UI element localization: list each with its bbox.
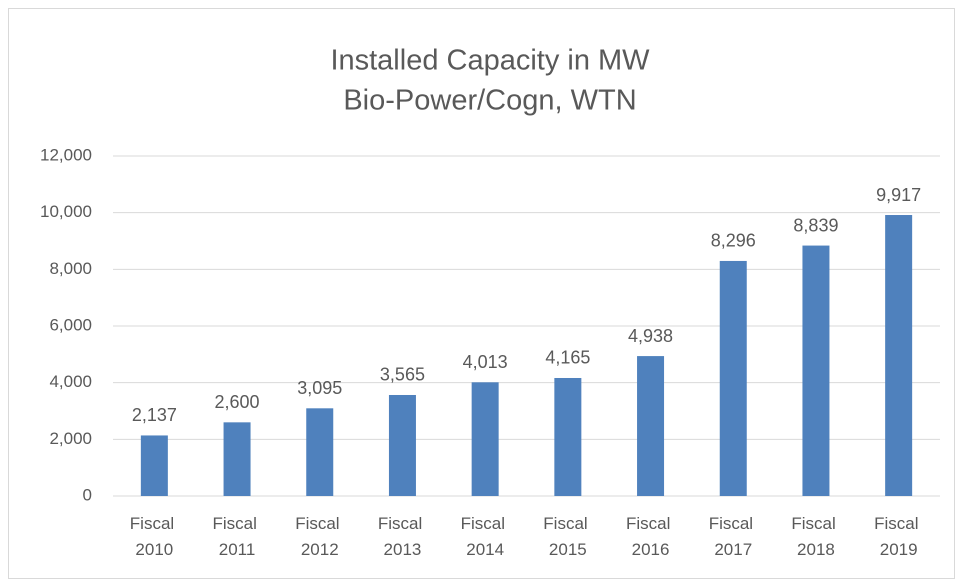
x-tick-label: Fiscal 2013 [378,514,427,559]
y-tick-label: 8,000 [49,259,92,278]
bar [554,377,582,496]
x-tick-label: Fiscal 2015 [543,514,592,559]
y-tick-label: 0 [83,485,92,504]
bar [719,260,747,496]
y-tick-label: 6,000 [49,315,92,334]
data-label: 2,600 [215,392,260,412]
x-tick-label: Fiscal 2012 [295,514,344,559]
bar [637,356,665,496]
bar [388,394,416,496]
x-tick-label: Fiscal 2018 [791,514,840,559]
bar [885,215,913,497]
data-label: 8,296 [711,231,756,251]
data-label: 2,137 [132,405,177,425]
data-label: 8,839 [793,215,838,235]
data-label: 4,013 [463,352,508,372]
bar [802,245,830,496]
chart-subtitle: Bio-Power/Cogn, WTN [343,85,636,117]
chart-title: Installed Capacity in MW [330,45,650,77]
y-tick-label: 2,000 [49,429,92,448]
x-tick-label: Fiscal 2016 [626,514,675,559]
bar [471,382,499,496]
data-label: 3,565 [380,365,425,385]
y-tick-label: 12,000 [40,145,92,164]
data-label: 9,917 [876,185,921,205]
bar [140,435,168,496]
x-tick-label: Fiscal 2017 [709,514,758,559]
data-label: 3,095 [297,378,342,398]
x-tick-label: Fiscal 2014 [461,514,510,559]
x-tick-label: Fiscal 2011 [212,514,261,559]
bar [223,422,251,496]
data-label: 4,165 [545,348,590,368]
y-tick-label: 4,000 [49,372,92,391]
data-label: 4,938 [628,326,673,346]
x-tick-label: Fiscal 2010 [130,514,179,559]
y-tick-label: 10,000 [40,202,92,221]
bar [306,408,334,496]
x-tick-label: Fiscal 2019 [874,514,923,559]
